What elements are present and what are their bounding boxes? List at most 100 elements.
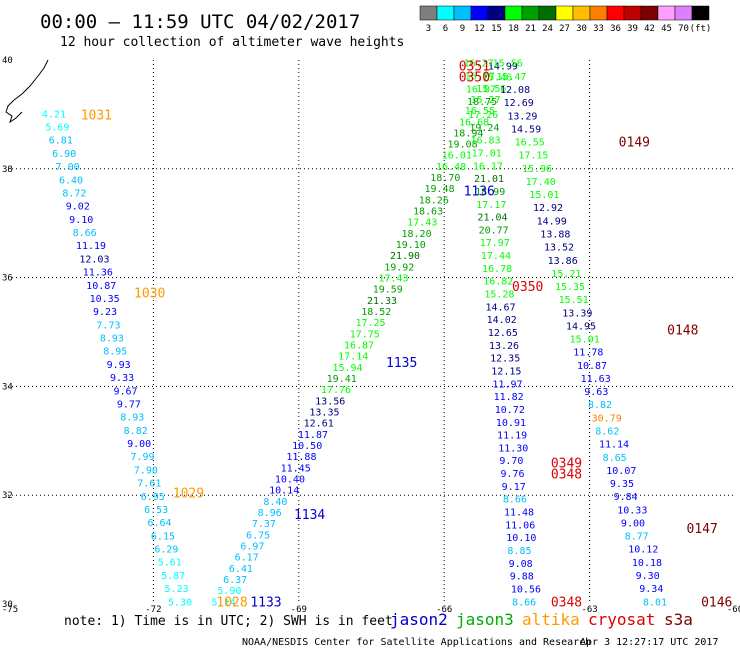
timestamp-text: Apr 3 12:27:17 UTC 2017 (580, 637, 718, 648)
data-point-altika: 8.72 (62, 188, 86, 199)
colorbar-swatch (436, 5, 455, 21)
data-point-jason2: 10.40 (275, 474, 305, 485)
colorbar-swatch (572, 5, 591, 21)
data-point-jason3: 16.27 (464, 59, 494, 70)
time-labels: 1031103010291028113611351134113303510350… (81, 59, 733, 610)
data-point-jason3: 9.08 (509, 559, 533, 570)
data-point-jason3: 15.28 (484, 290, 514, 301)
colorbar-swatch (470, 5, 489, 21)
time-label: 0147 (687, 522, 718, 537)
data-point-altika: 6.29 (154, 545, 178, 556)
x-tick-label: -66 (436, 605, 452, 615)
data-point-s3a: 15.56 (493, 59, 523, 70)
data-point-jason3: 16.83 (471, 136, 501, 147)
colorbar-swatch (606, 5, 625, 21)
colorbar-swatch (538, 5, 557, 21)
data-point-jason2: 16.87 (344, 341, 374, 352)
data-point-altika: 5.87 (161, 571, 185, 582)
colorbar-tick-label: 27 (559, 24, 570, 34)
data-point-s3a: 11.78 (573, 348, 603, 359)
colorbar-tick-label: 33 (593, 24, 604, 34)
data-point-jason2: 18.70 (430, 173, 460, 184)
colorbar-tick-label: 15 (491, 24, 502, 34)
data-point-jason2: 17.75 (350, 329, 380, 340)
data-point-jason2: 19.10 (396, 240, 426, 251)
data-point-jason2: 19.92 (384, 262, 414, 273)
legend: jason2 jason3 altika cryosat s3a (390, 610, 693, 629)
y-tick-label: 36 (2, 274, 13, 284)
data-point-jason3: 11.48 (504, 508, 534, 519)
data-point-s3a: 8.82 (588, 400, 612, 411)
data-point-altika: 6.40 (59, 175, 83, 186)
data-point-s3a: 10.87 (577, 361, 607, 372)
colorbar-tick-label: 21 (525, 24, 536, 34)
legend-entry-cryosat: cryosat (588, 610, 655, 629)
data-point-jason3: 9.17 (502, 482, 526, 493)
colorbar-tick-label: 3 (426, 24, 431, 34)
data-point-s3a: 30.79 (592, 413, 622, 424)
data-point-jason3: 16.17 (473, 161, 503, 172)
data-point-altika: 6.64 (148, 518, 172, 529)
data-point-altika: 7.00 (56, 162, 80, 173)
data-point-s3a: 15.96 (522, 164, 552, 175)
data-point-s3a: 10.07 (606, 466, 636, 477)
data-point-altika: 12.03 (79, 254, 109, 265)
data-point-jason2: 18.63 (413, 207, 443, 218)
data-point-s3a: 15.47 (496, 72, 526, 83)
data-point-s3a: 17.15 (518, 151, 548, 162)
data-point-jason3: 17.97 (480, 238, 510, 249)
data-point-jason3: 11.06 (505, 520, 535, 531)
data-point-altika: 5.30 (168, 597, 192, 608)
data-point-jason2: 16.55 (465, 106, 495, 117)
data-point-jason3: 9.76 (501, 469, 525, 480)
data-point-jason3: 17.44 (481, 251, 511, 262)
colorbar-tick-label: 18 (508, 24, 519, 34)
data-point-jason3: 19.24 (469, 123, 499, 134)
colorbar-swatch (623, 5, 642, 21)
data-point-jason2: 16.48 (436, 162, 466, 173)
data-point-s3a: 14.95 (566, 321, 596, 332)
data-point-jason2: 5.14 (212, 597, 236, 608)
colorbar-tick-label: (ft) (690, 24, 712, 34)
colorbar-swatch (453, 5, 472, 21)
data-point-jason2: 6.37 (223, 575, 247, 586)
data-point-s3a: 9.00 (621, 518, 645, 529)
data-point-altika: 9.67 (113, 386, 137, 397)
data-point-s3a: 17.40 (526, 177, 556, 188)
data-point-jason2: 15.46 (482, 73, 512, 84)
data-point-altika: 7.61 (137, 479, 161, 490)
data-point-s3a: 13.39 (562, 308, 592, 319)
data-points: 4.21 5.69 6.81 6.90 7.00 6.40 8.72 9.02 9.10 8.66… (42, 59, 667, 609)
data-point-jason3: 16.78 (482, 264, 512, 275)
colorbar-swatch (504, 5, 523, 21)
x-axis: -75 -72 -69 -66 -63 -60 (2, 605, 740, 615)
data-point-jason3: 21.01 (474, 174, 504, 185)
time-label: 0351 (459, 59, 490, 74)
colorbar-tick-label: 12 (474, 24, 485, 34)
colorbar-swatch (589, 5, 608, 21)
data-point-jason2: 19.48 (425, 184, 455, 195)
data-point-altika: 6.81 (49, 136, 73, 147)
legend-entry-s3a: s3a (664, 610, 693, 629)
data-point-jason2: 12.61 (304, 419, 334, 430)
legend-entry-altika: altika (522, 610, 580, 629)
data-point-jason3: 12.65 (488, 328, 518, 339)
data-point-s3a: 15.01 (529, 190, 559, 201)
data-point-altika: 7.99 (130, 452, 154, 463)
chart-subtitle: 12 hour collection of altimeter wave hei… (60, 35, 404, 50)
data-point-jason3: 9.88 (510, 572, 534, 583)
data-point-s3a: 12.08 (500, 85, 530, 96)
data-point-jason2: 10.14 (269, 486, 299, 497)
colorbar-tick-label: 45 (661, 24, 672, 34)
data-point-jason2: 8.40 (263, 497, 287, 508)
data-point-altika: 9.10 (69, 215, 93, 226)
data-point-s3a: 8.62 (595, 427, 619, 438)
data-point-jason2: 15.56 (476, 84, 506, 95)
x-tick-label: -75 (2, 605, 18, 615)
time-label: 1028 (216, 595, 247, 610)
data-point-jason3: 16.82 (483, 277, 513, 288)
data-point-s3a: 15.51 (559, 295, 589, 306)
footer-note: note: 1) Time is in UTC; 2) SWH is in fe… (64, 614, 393, 629)
data-point-jason3: 14.67 (486, 302, 516, 313)
y-axis: 30 32 34 36 38 40 (2, 56, 13, 610)
